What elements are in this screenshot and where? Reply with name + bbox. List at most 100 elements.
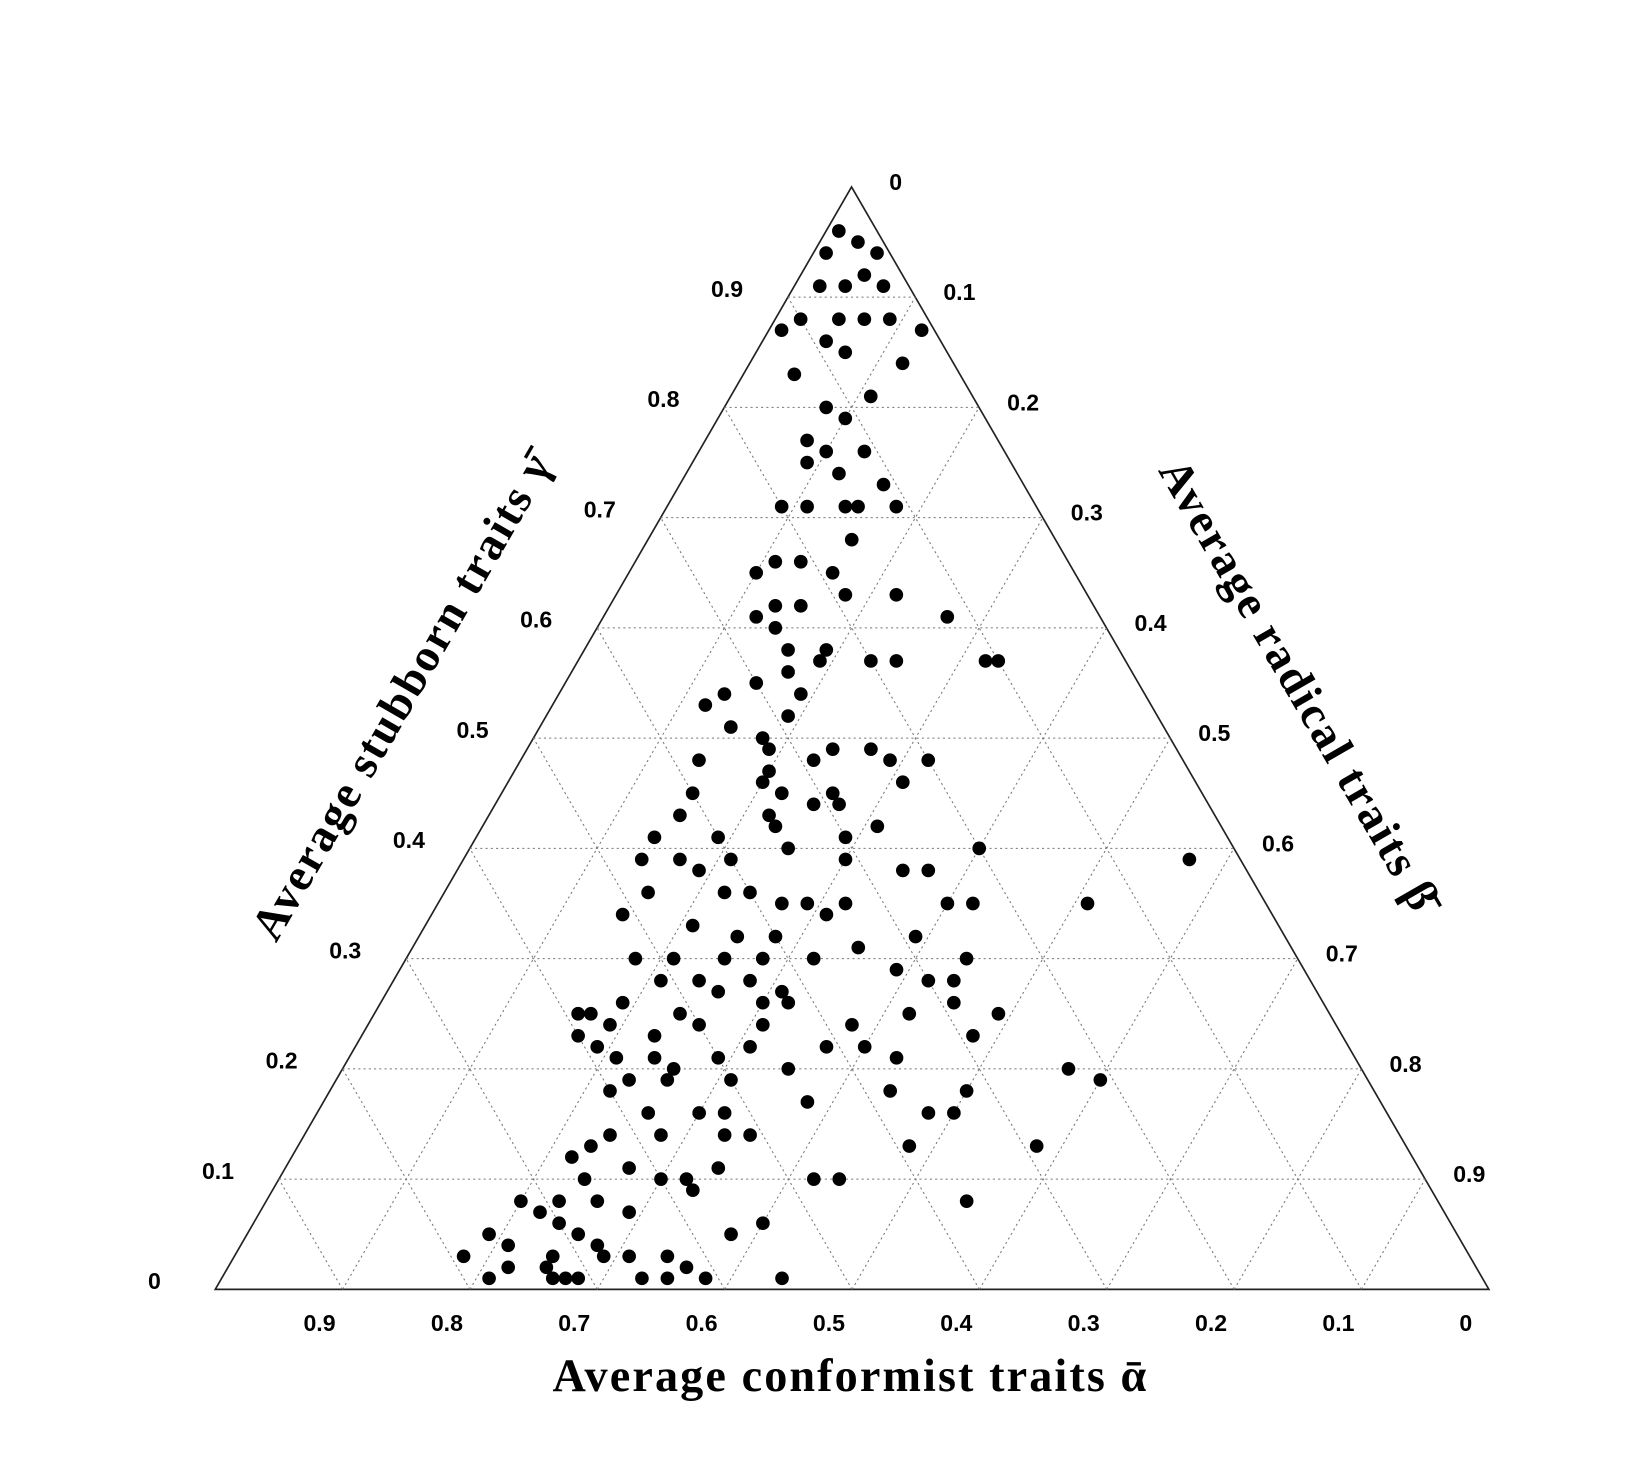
data-point bbox=[768, 929, 783, 944]
tick-label: 0.7 bbox=[584, 496, 616, 522]
data-point bbox=[775, 984, 789, 999]
data-point bbox=[895, 775, 910, 790]
data-point bbox=[622, 1073, 636, 1087]
data-point bbox=[966, 1028, 980, 1043]
data-point bbox=[673, 808, 687, 823]
data-point bbox=[634, 852, 649, 867]
tick-label: 0.1 bbox=[943, 279, 975, 305]
data-point bbox=[749, 565, 764, 580]
data-point bbox=[482, 1271, 496, 1286]
data-point bbox=[533, 1205, 547, 1220]
data-point bbox=[825, 742, 840, 756]
data-point bbox=[654, 1172, 668, 1186]
data-point bbox=[564, 1150, 579, 1164]
data-point bbox=[692, 1017, 706, 1032]
data-point bbox=[870, 819, 885, 834]
data-point bbox=[781, 995, 796, 1010]
data-point bbox=[584, 1006, 598, 1021]
tick-label: 0 bbox=[889, 169, 902, 195]
data-point bbox=[921, 973, 936, 988]
data-point bbox=[857, 444, 872, 459]
data-point bbox=[768, 599, 783, 613]
data-point bbox=[838, 279, 853, 293]
data-point bbox=[876, 279, 891, 293]
data-point bbox=[832, 1172, 847, 1186]
data-point bbox=[838, 587, 853, 602]
data-point bbox=[775, 896, 789, 911]
data-point bbox=[755, 775, 770, 790]
data-point bbox=[603, 1128, 617, 1142]
grid-line bbox=[787, 296, 1362, 1290]
data-point bbox=[571, 1028, 585, 1043]
tick-label: 0.2 bbox=[1195, 1310, 1227, 1336]
data-point bbox=[590, 1040, 605, 1054]
data-point bbox=[673, 852, 687, 867]
grid-line bbox=[532, 737, 853, 1290]
tick-label: 0.4 bbox=[393, 827, 425, 853]
data-point bbox=[679, 1260, 694, 1275]
data-point bbox=[908, 929, 923, 944]
data-point bbox=[692, 1106, 706, 1120]
data-point bbox=[793, 312, 808, 327]
grid-line bbox=[1106, 958, 1299, 1290]
data-point bbox=[615, 995, 630, 1010]
data-point bbox=[660, 1271, 675, 1286]
data-point bbox=[781, 709, 795, 723]
grid bbox=[278, 296, 1426, 1290]
data-point bbox=[755, 731, 770, 745]
data-point bbox=[787, 367, 802, 382]
data-point bbox=[685, 1183, 700, 1197]
tick-label: 0.9 bbox=[303, 1310, 335, 1336]
data-point bbox=[895, 356, 910, 371]
data-point bbox=[577, 1172, 592, 1186]
data-point bbox=[806, 1172, 821, 1186]
data-point bbox=[889, 499, 904, 514]
tick-label: 0.5 bbox=[1198, 720, 1230, 746]
data-point bbox=[845, 1017, 859, 1032]
data-point bbox=[717, 1128, 732, 1142]
data-point bbox=[571, 1227, 586, 1242]
data-point bbox=[851, 499, 865, 514]
tick-label: 0.4 bbox=[1135, 610, 1167, 636]
data-point bbox=[947, 995, 961, 1010]
grid-line bbox=[1233, 1068, 1362, 1290]
data-point bbox=[832, 466, 846, 481]
data-point bbox=[647, 1051, 662, 1065]
data-point bbox=[743, 1040, 757, 1054]
data-point bbox=[622, 1161, 636, 1175]
data-point bbox=[743, 973, 757, 988]
data-point bbox=[768, 554, 783, 569]
data-point bbox=[622, 1205, 636, 1220]
data-point bbox=[793, 554, 808, 569]
data-point bbox=[857, 1040, 872, 1054]
grid-line bbox=[851, 737, 1171, 1290]
data-point bbox=[800, 499, 814, 514]
data-point bbox=[762, 764, 776, 779]
data-point bbox=[724, 1073, 738, 1087]
data-point bbox=[571, 1006, 585, 1021]
tick-label: 0 bbox=[148, 1268, 161, 1294]
data-point bbox=[698, 698, 713, 712]
data-point bbox=[889, 654, 904, 668]
tick-label: 0.4 bbox=[940, 1310, 972, 1336]
data-point bbox=[921, 863, 936, 878]
data-point bbox=[794, 687, 808, 701]
tick-label: 0.5 bbox=[813, 1310, 845, 1336]
data-point bbox=[711, 830, 725, 845]
tick-label: 0.8 bbox=[1389, 1051, 1421, 1077]
data-point bbox=[774, 323, 789, 338]
data-point bbox=[711, 1051, 726, 1065]
data-point bbox=[819, 907, 834, 922]
data-point bbox=[609, 1051, 624, 1065]
tick-label: 0.1 bbox=[202, 1158, 234, 1184]
data-point bbox=[755, 951, 770, 966]
data-point bbox=[889, 1051, 904, 1065]
data-point bbox=[615, 907, 630, 922]
data-point bbox=[692, 863, 706, 878]
tick-label: 0.6 bbox=[1262, 830, 1294, 856]
tick-label: 0.6 bbox=[520, 607, 552, 633]
data-point bbox=[940, 610, 955, 624]
tick-label: 0.7 bbox=[558, 1310, 590, 1336]
data-point bbox=[641, 1106, 656, 1120]
